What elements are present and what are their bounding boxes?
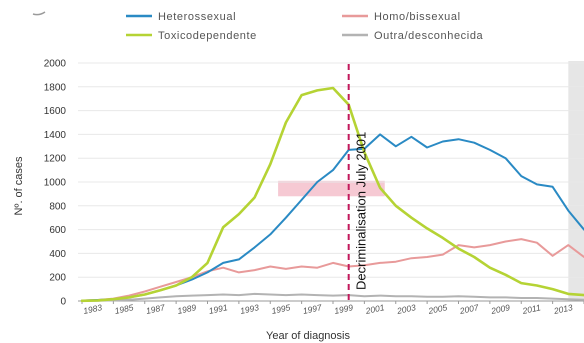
x-tick-label: 1989	[176, 302, 197, 316]
y-tick-label: 400	[49, 249, 66, 260]
series-line-homo-bissexual	[81, 238, 584, 302]
y-tick-label: 200	[49, 273, 66, 284]
x-tick-label: 2007	[458, 302, 480, 316]
corner-mark-icon	[32, 11, 46, 16]
series-line-outra-desconhecida	[81, 292, 584, 302]
x-tick-label: 2005	[426, 302, 448, 316]
x-tick-label: 1991	[208, 302, 229, 316]
y-tick-label: 1200	[44, 154, 67, 165]
x-tick-label: 1987	[145, 302, 166, 316]
legend-label: Heterossexual	[158, 11, 236, 23]
y-tick-label: 1000	[44, 178, 67, 189]
x-tick-label: 2001	[364, 302, 386, 316]
legend-label: Outra/desconhecida	[374, 30, 484, 42]
highlight-band	[278, 180, 385, 197]
series-lines	[80, 86, 584, 303]
y-tick-label: 1400	[44, 130, 67, 141]
legend-label: Homo/bissexual	[374, 11, 461, 23]
x-tick-label: 1995	[271, 302, 292, 316]
y-tick-label: 2000	[44, 59, 67, 70]
x-tick-label: 2009	[489, 302, 511, 316]
y-tick-label: 1800	[44, 82, 67, 93]
x-tick-label: 1983	[82, 302, 103, 316]
x-tick-label: 2003	[395, 302, 417, 316]
y-axis-title: Nº. of cases	[13, 156, 25, 216]
x-tick-label: 2011	[521, 302, 542, 316]
series-line-toxicodependente	[80, 86, 584, 303]
x-tick-label: 1985	[114, 302, 135, 316]
x-tick-label: 1993	[239, 302, 260, 316]
y-tick-label: 800	[49, 201, 66, 212]
x-tick-label: 1999	[333, 302, 354, 316]
x-axis-ticks: 1983 1985 1987 1989 1991 1993 1995 1997 1999 2001…	[81, 301, 584, 316]
decriminalisation-label: Decriminalisation July 2001	[354, 132, 369, 290]
y-tick-label: 600	[49, 225, 66, 236]
shaded-region	[568, 61, 584, 301]
y-tick-label: 0	[60, 297, 66, 308]
x-axis-title: Year of diagnosis	[266, 330, 350, 342]
legend-label: Toxicodependente	[158, 30, 257, 42]
annotations: Decriminalisation July 2001	[347, 64, 369, 301]
y-axis-ticks: 0 200 400 600 800 1000 1200 1400 1600 1800 2000	[44, 59, 67, 308]
x-tick-label: 2013	[552, 302, 574, 316]
gridlines	[78, 62, 584, 302]
x-tick-label: 1997	[302, 302, 323, 316]
y-tick-label: 1600	[44, 106, 67, 117]
legend: Heterossexual Homo/bissexual Toxicodepende…	[126, 11, 484, 42]
